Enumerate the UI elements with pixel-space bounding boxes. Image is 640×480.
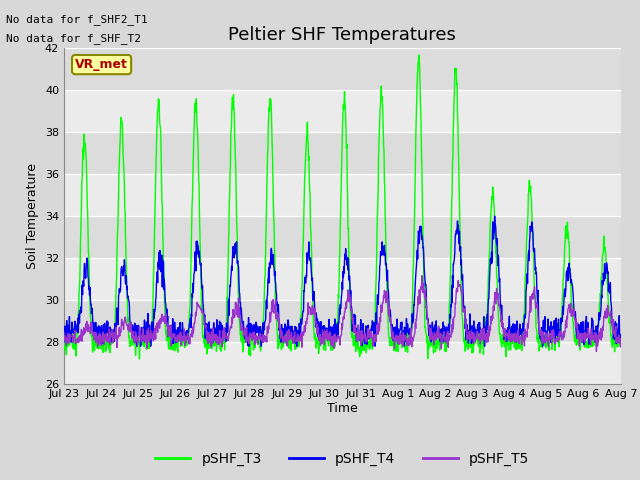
pSHF_T5 xyxy=(617,336,625,342)
Legend: pSHF_T3, pSHF_T4, pSHF_T5: pSHF_T3, pSHF_T4, pSHF_T5 xyxy=(150,446,535,471)
pSHF_T5 xyxy=(429,334,437,340)
pSHF_T5 xyxy=(502,332,509,337)
pSHF_T3 xyxy=(60,345,68,350)
Line: pSHF_T4: pSHF_T4 xyxy=(64,216,621,346)
Text: No data for f_SHF2_T1: No data for f_SHF2_T1 xyxy=(6,13,148,24)
pSHF_T4 xyxy=(552,332,559,337)
pSHF_T3 xyxy=(552,341,559,347)
Bar xyxy=(64,132,621,174)
Text: No data for f_SHF_T2: No data for f_SHF_T2 xyxy=(6,33,141,44)
pSHF_T5 xyxy=(246,330,254,336)
Bar xyxy=(64,48,621,90)
Bar xyxy=(64,342,621,384)
pSHF_T4 xyxy=(617,336,625,341)
Bar xyxy=(64,258,621,300)
pSHF_T3 xyxy=(502,337,510,343)
pSHF_T3 xyxy=(136,356,143,362)
pSHF_T5 xyxy=(418,273,426,278)
X-axis label: Time: Time xyxy=(327,402,358,415)
pSHF_T4 xyxy=(133,343,141,349)
Title: Peltier SHF Temperatures: Peltier SHF Temperatures xyxy=(228,25,456,44)
pSHF_T3 xyxy=(246,353,254,359)
pSHF_T5 xyxy=(184,330,191,336)
pSHF_T5 xyxy=(60,330,68,336)
Line: pSHF_T5: pSHF_T5 xyxy=(64,276,621,351)
Bar xyxy=(64,174,621,216)
pSHF_T3 xyxy=(415,52,422,58)
pSHF_T3 xyxy=(617,343,625,348)
Bar xyxy=(64,300,621,342)
pSHF_T4 xyxy=(502,328,510,334)
pSHF_T4 xyxy=(491,213,499,219)
pSHF_T5 xyxy=(170,334,178,340)
Line: pSHF_T3: pSHF_T3 xyxy=(64,55,621,359)
Text: VR_met: VR_met xyxy=(75,58,128,71)
pSHF_T4 xyxy=(246,330,254,336)
Bar xyxy=(64,90,621,132)
pSHF_T5 xyxy=(551,339,559,345)
Bar xyxy=(64,216,621,258)
pSHF_T4 xyxy=(171,319,179,325)
Y-axis label: Soil Temperature: Soil Temperature xyxy=(26,163,39,269)
pSHF_T3 xyxy=(184,341,192,347)
pSHF_T4 xyxy=(429,330,437,336)
pSHF_T4 xyxy=(60,339,68,345)
pSHF_T3 xyxy=(429,350,437,356)
pSHF_T4 xyxy=(184,336,192,342)
pSHF_T5 xyxy=(593,348,600,354)
pSHF_T3 xyxy=(171,348,179,354)
